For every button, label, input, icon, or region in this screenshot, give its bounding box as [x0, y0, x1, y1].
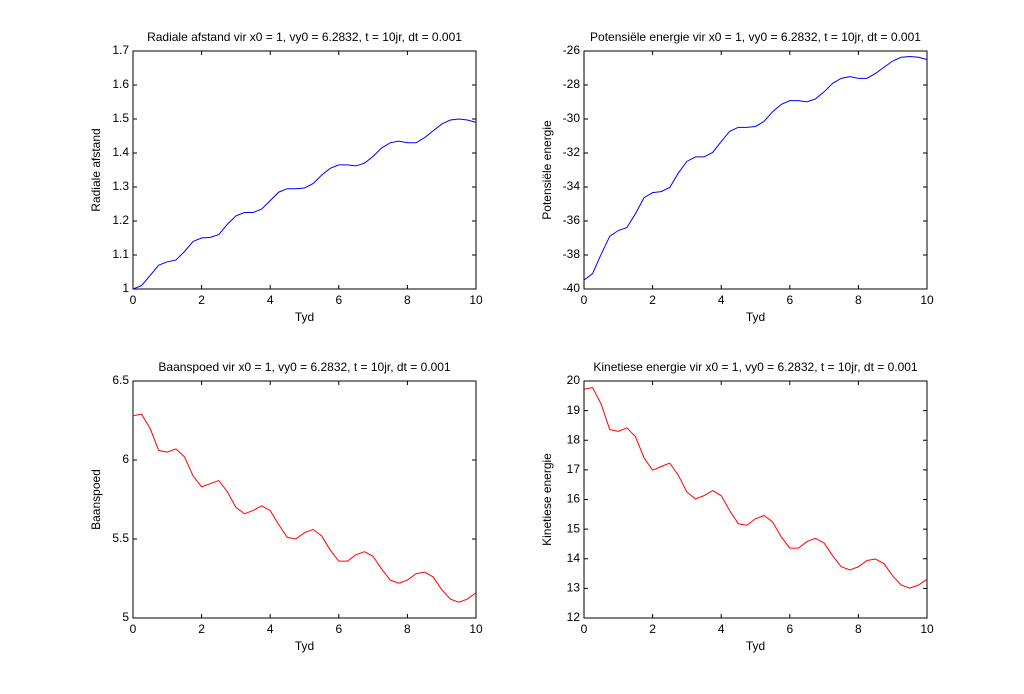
y-tick-label: -30: [563, 111, 581, 125]
x-tick-label: 4: [718, 293, 725, 307]
x-tick-label: 6: [335, 293, 342, 307]
x-axis-label: Tyd: [295, 310, 314, 324]
x-tick-label: 0: [130, 622, 137, 636]
x-tick-label: 4: [267, 293, 274, 307]
y-tick-label: 16: [567, 492, 581, 506]
y-tick-label: 5: [122, 610, 129, 624]
x-tick-label: 10: [920, 293, 934, 307]
x-tick-label: 4: [267, 622, 274, 636]
y-axis-label: Potensiële energie: [540, 120, 554, 220]
y-tick-label: -28: [563, 77, 581, 91]
y-axis-label: Radiale afstand: [89, 128, 103, 211]
y-tick-label: 13: [567, 581, 581, 595]
y-tick-label: -36: [563, 213, 581, 227]
axes-box: [132, 50, 477, 290]
y-axis-label: Kinetiese energie: [540, 453, 554, 546]
y-tick-label: -26: [563, 43, 581, 57]
data-line: [583, 55, 928, 281]
x-tick-label: 6: [786, 622, 793, 636]
y-tick-label: 20: [567, 373, 581, 387]
axes-box: [583, 50, 928, 290]
x-tick-label: 6: [335, 622, 342, 636]
x-axis-label: Tyd: [746, 639, 765, 653]
chart-title: Potensiële energie vir x0 = 1, vy0 = 6.2…: [590, 30, 921, 44]
data-line: [132, 413, 477, 603]
x-tick-label: 8: [855, 293, 862, 307]
y-tick-label: 1.4: [112, 145, 129, 159]
x-axis-label: Tyd: [746, 310, 765, 324]
x-tick-label: 0: [581, 293, 588, 307]
y-tick-label: 1.6: [112, 77, 129, 91]
x-tick-label: 2: [649, 293, 656, 307]
chart-title: Baanspoed vir x0 = 1, vy0 = 6.2832, t = …: [158, 360, 451, 374]
chart-title: Radiale afstand vir x0 = 1, vy0 = 6.2832…: [147, 30, 462, 44]
axes-box: [583, 380, 928, 619]
y-tick-label: 12: [567, 610, 581, 624]
y-tick-label: 19: [567, 403, 581, 417]
y-tick-label: 1.3: [112, 179, 129, 193]
x-tick-label: 0: [581, 622, 588, 636]
y-tick-label: 17: [567, 462, 581, 476]
y-tick-label: 1: [122, 281, 129, 295]
x-tick-label: 2: [198, 622, 205, 636]
chart-title: Kinetiese energie vir x0 = 1, vy0 = 6.28…: [593, 360, 918, 374]
x-tick-label: 4: [718, 622, 725, 636]
x-tick-label: 8: [855, 622, 862, 636]
x-tick-label: 2: [198, 293, 205, 307]
x-tick-label: 0: [130, 293, 137, 307]
y-tick-label: -34: [563, 179, 581, 193]
axes-box: [132, 380, 477, 619]
y-tick-label: 6.5: [112, 373, 129, 387]
x-tick-label: 10: [920, 622, 934, 636]
x-tick-label: 8: [404, 293, 411, 307]
y-tick-label: -32: [563, 145, 581, 159]
y-tick-label: 15: [567, 521, 581, 535]
y-axis-label: Baanspoed: [89, 469, 103, 530]
y-tick-label: -40: [563, 281, 581, 295]
y-tick-label: 18: [567, 432, 581, 446]
x-tick-label: 10: [469, 293, 483, 307]
data-line: [583, 386, 928, 589]
y-tick-label: 5.5: [112, 531, 129, 545]
y-tick-label: 1.7: [112, 43, 129, 57]
x-tick-label: 10: [469, 622, 483, 636]
y-tick-label: 6: [122, 452, 129, 466]
x-tick-label: 2: [649, 622, 656, 636]
data-line: [132, 118, 477, 290]
y-tick-label: 14: [567, 551, 581, 565]
y-tick-label: 1.2: [112, 213, 129, 227]
y-tick-label: 1.1: [112, 247, 129, 261]
y-tick-label: 1.5: [112, 111, 129, 125]
x-axis-label: Tyd: [295, 639, 314, 653]
x-tick-label: 8: [404, 622, 411, 636]
y-tick-label: -38: [563, 247, 581, 261]
x-tick-label: 6: [786, 293, 793, 307]
